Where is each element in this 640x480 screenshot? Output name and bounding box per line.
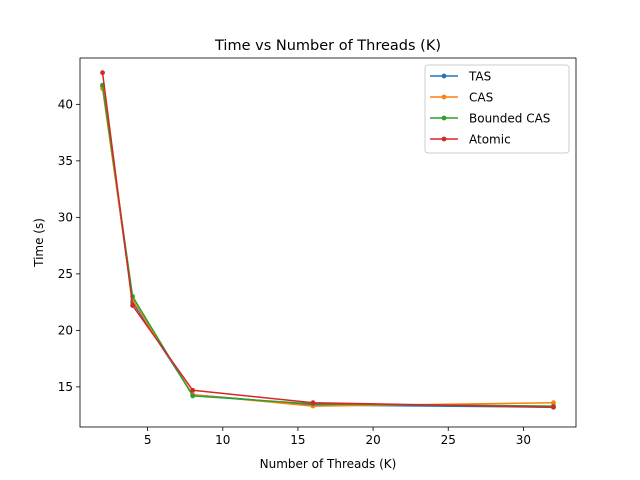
- legend: TAS CAS Bounded CAS Atomic: [424, 64, 570, 154]
- data-point-bounded-cas: [190, 393, 196, 399]
- x-tick-label: 25: [441, 433, 456, 447]
- series-atomic: [100, 70, 556, 410]
- legend-swatch-marker: [441, 115, 447, 121]
- x-tick-label: 20: [365, 433, 380, 447]
- legend-label: TAS: [468, 70, 491, 84]
- data-point-atomic: [100, 70, 105, 76]
- legend-item-cas: CAS: [430, 91, 493, 105]
- legend-item-bounded-cas: Bounded CAS: [430, 112, 550, 126]
- x-axis-ticks: 5 10 15 20 25 30: [144, 427, 531, 447]
- plot-frame: [79, 57, 577, 428]
- legend-swatch-marker: [441, 136, 447, 142]
- y-axis-label: Time (s): [32, 218, 46, 268]
- data-point-atomic: [190, 387, 196, 393]
- y-tick-label: 40: [58, 97, 73, 111]
- legend-swatch-marker: [441, 94, 447, 100]
- data-point-atomic: [310, 400, 316, 406]
- legend-label: CAS: [469, 91, 493, 105]
- legend-label: Bounded CAS: [469, 112, 550, 126]
- legend-swatch-marker: [441, 73, 447, 79]
- data-point-atomic: [130, 303, 136, 308]
- data-point-cas: [551, 400, 556, 406]
- legend-frame: [424, 64, 570, 154]
- data-point-atomic: [551, 404, 556, 410]
- chart-title: Time vs Number of Threads (K): [214, 38, 441, 54]
- plot-lines: [100, 70, 556, 410]
- x-tick-label: 5: [144, 433, 152, 447]
- x-tick-label: 10: [215, 433, 230, 447]
- y-axis-ticks: 15 20 25 30 35 40: [58, 97, 80, 394]
- legend-item-atomic: Atomic: [430, 133, 511, 147]
- y-tick-label: 35: [58, 154, 73, 168]
- y-tick-label: 20: [58, 323, 73, 337]
- x-axis-label: Number of Threads (K): [260, 457, 397, 471]
- x-tick-label: 15: [290, 433, 305, 447]
- y-tick-label: 15: [58, 380, 73, 394]
- legend-item-tas: TAS: [430, 70, 491, 84]
- x-tick-label: 30: [516, 433, 531, 447]
- y-tick-label: 30: [58, 210, 73, 224]
- y-tick-label: 25: [58, 267, 73, 281]
- legend-label: Atomic: [469, 133, 511, 147]
